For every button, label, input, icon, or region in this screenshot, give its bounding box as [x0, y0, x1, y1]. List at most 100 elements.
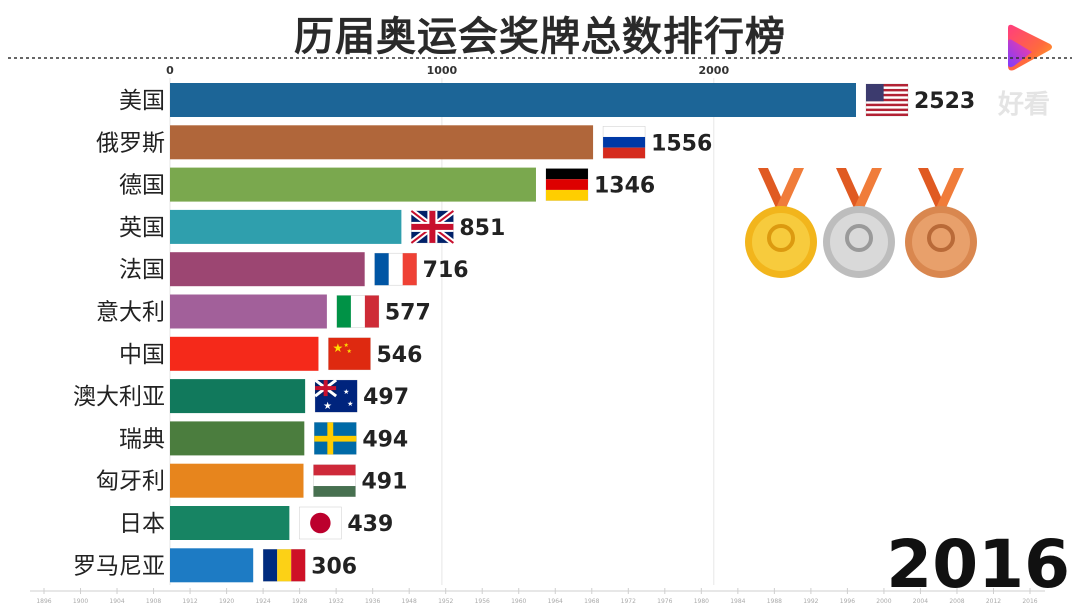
timeline-label: 2012 — [986, 598, 1001, 605]
bar-row: 意大利 577 — [96, 294, 431, 329]
value-label: 546 — [376, 343, 422, 368]
timeline-label: 2004 — [913, 598, 928, 605]
current-year: 2016 — [886, 526, 1070, 603]
bar-row: 中国 ★ ★★ 546 — [119, 336, 422, 371]
timeline-label: 1972 — [621, 598, 636, 605]
timeline-label: 1992 — [803, 598, 818, 605]
timeline-label: 1908 — [146, 598, 161, 605]
bar — [170, 252, 365, 287]
timeline-label: 1948 — [402, 598, 417, 605]
category-label: 俄罗斯 — [96, 130, 165, 156]
timeline-label: 1904 — [109, 598, 124, 605]
value-label: 497 — [363, 385, 409, 410]
value-label: 1346 — [594, 174, 655, 199]
category-label: 德国 — [119, 173, 165, 199]
svg-text:★: ★ — [323, 401, 332, 412]
svg-text:★: ★ — [347, 400, 353, 408]
svg-text:★: ★ — [346, 348, 351, 355]
timeline-label: 2008 — [949, 598, 964, 605]
svg-text:★: ★ — [332, 341, 343, 355]
value-label: 577 — [385, 301, 431, 326]
bar — [170, 125, 594, 160]
value-label: 494 — [362, 427, 408, 452]
category-label: 英国 — [119, 215, 165, 241]
timeline-label: 1920 — [219, 598, 234, 605]
category-label: 意大利 — [96, 300, 165, 326]
timeline-label: 1996 — [840, 598, 855, 605]
timeline-label: 1912 — [182, 598, 197, 605]
bar — [170, 209, 402, 244]
gold-medal-icon — [745, 168, 817, 278]
bar-row: 瑞典 494 — [119, 421, 408, 456]
category-label: 澳大利亚 — [73, 384, 165, 410]
australia-flag-icon: ★ ★ ★ — [314, 378, 358, 413]
svg-text:★: ★ — [343, 342, 348, 349]
bar-row: 英国 851 — [119, 208, 505, 246]
bar-row: 匈牙利 491 — [96, 463, 408, 498]
france-flag-icon — [374, 252, 417, 286]
bar-row: 德国 1346 — [119, 167, 655, 202]
bronze-medal-icon — [905, 168, 977, 278]
value-label: 491 — [362, 470, 408, 495]
category-label: 罗马尼亚 — [73, 553, 165, 579]
china-flag-icon: ★ ★★ — [328, 337, 371, 371]
value-label: 2523 — [914, 89, 975, 114]
value-label: 1556 — [651, 131, 712, 156]
svg-text:★: ★ — [343, 388, 349, 396]
usa-flag-icon — [865, 83, 909, 117]
timeline-label: 1924 — [255, 598, 270, 605]
timeline-label: 1956 — [475, 598, 490, 605]
timeline-label: 1932 — [329, 598, 344, 605]
timeline-label: 1936 — [365, 598, 380, 605]
bar — [170, 548, 254, 583]
timeline-label: 1976 — [657, 598, 672, 605]
timeline-label: 1988 — [767, 598, 782, 605]
value-label: 851 — [459, 216, 505, 241]
timeline-label: 1952 — [438, 598, 453, 605]
romania-flag-icon — [262, 549, 306, 582]
timeline-label: 1980 — [694, 598, 709, 605]
uk-flag-icon — [409, 208, 456, 246]
bar-row: 澳大利亚 ★ ★ ★ 497 — [73, 378, 409, 414]
category-label: 匈牙利 — [96, 469, 165, 495]
italy-flag-icon — [336, 295, 380, 328]
bar-row: 俄罗斯 1556 — [96, 125, 712, 160]
category-label: 中国 — [119, 342, 165, 368]
russia-flag-icon — [602, 126, 646, 159]
bar — [170, 379, 306, 414]
timeline-label: 2000 — [876, 598, 891, 605]
bar — [170, 506, 290, 540]
germany-flag-icon — [545, 168, 589, 201]
hungary-flag-icon — [313, 464, 356, 497]
haokan-logo-icon — [1008, 24, 1052, 71]
bar-row: 罗马尼亚 306 — [73, 548, 357, 583]
timeline-label: 1928 — [292, 598, 307, 605]
category-label: 日本 — [119, 511, 165, 537]
bar-row: 日本 439 — [119, 506, 393, 540]
bar-row: 法国 716 — [119, 252, 469, 287]
bar — [170, 83, 856, 117]
timeline-label: 1968 — [584, 598, 599, 605]
bar-row: 美国 2523 — [119, 83, 975, 117]
bar — [170, 167, 536, 202]
bar — [170, 421, 305, 456]
category-label: 美国 — [119, 88, 165, 114]
bar — [170, 294, 327, 329]
sweden-flag-icon — [314, 422, 357, 455]
bar — [170, 463, 304, 498]
timeline-label: 1896 — [36, 598, 51, 605]
timeline-label: 1964 — [548, 598, 563, 605]
chart-title: 历届奥运会奖牌总数排行榜 — [294, 14, 786, 60]
timeline-label: 1984 — [730, 598, 745, 605]
category-label: 瑞典 — [119, 426, 165, 452]
bar — [170, 336, 319, 371]
value-label: 716 — [423, 258, 469, 283]
timeline-label: 2016 — [1022, 598, 1037, 605]
category-label: 法国 — [119, 257, 165, 283]
x-tick-label: 0 — [166, 64, 174, 77]
value-label: 439 — [347, 512, 393, 537]
x-tick-label: 2000 — [698, 64, 729, 77]
watermark: 好看 — [998, 90, 1051, 120]
timeline-label: 1900 — [73, 598, 88, 605]
